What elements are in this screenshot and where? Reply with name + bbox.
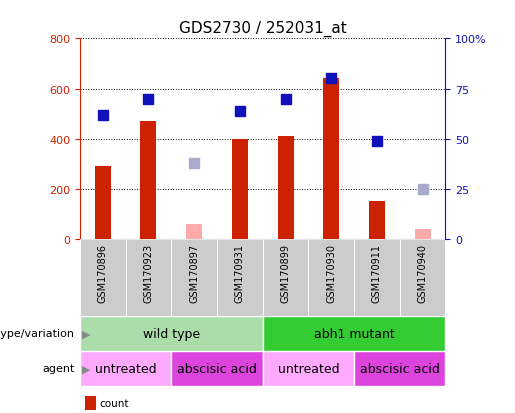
Text: agent: agent: [42, 363, 75, 374]
Text: wild type: wild type: [143, 327, 200, 340]
Bar: [308, 240, 354, 316]
Bar: [400, 240, 445, 316]
Bar: [263, 351, 354, 386]
Text: abscisic acid: abscisic acid: [360, 362, 440, 375]
Title: GDS2730 / 252031_at: GDS2730 / 252031_at: [179, 20, 347, 36]
Bar: [415, 230, 431, 240]
Bar: [369, 202, 385, 240]
Point: [190, 160, 198, 167]
Text: ▶: ▶: [82, 363, 91, 374]
Bar: [263, 316, 445, 351]
Text: untreated: untreated: [95, 362, 157, 375]
Point: [327, 76, 335, 83]
Bar: [95, 167, 111, 240]
Text: GSM170931: GSM170931: [235, 243, 245, 302]
Text: GSM170940: GSM170940: [418, 243, 427, 302]
Point: [373, 138, 381, 145]
Text: count: count: [99, 398, 129, 408]
Text: GSM170930: GSM170930: [326, 243, 336, 302]
Bar: [232, 140, 248, 240]
Text: genotype/variation: genotype/variation: [0, 328, 75, 339]
Bar: [80, 240, 126, 316]
Bar: [263, 240, 308, 316]
Text: abh1 mutant: abh1 mutant: [314, 327, 394, 340]
Text: GSM170899: GSM170899: [281, 243, 290, 302]
Text: GSM170896: GSM170896: [98, 243, 108, 302]
Bar: [171, 351, 263, 386]
Bar: [171, 240, 217, 316]
Text: GSM170911: GSM170911: [372, 243, 382, 302]
Point: [281, 96, 289, 102]
Bar: [126, 240, 171, 316]
Text: GSM170897: GSM170897: [189, 243, 199, 302]
Bar: [217, 240, 263, 316]
Text: untreated: untreated: [278, 362, 339, 375]
Bar: [354, 240, 400, 316]
Bar: [278, 137, 294, 240]
Bar: [323, 79, 339, 240]
Point: [144, 96, 152, 102]
Bar: [186, 225, 202, 240]
Bar: [141, 122, 157, 240]
Text: ▶: ▶: [82, 328, 91, 339]
Point: [236, 108, 244, 115]
Point: [419, 186, 427, 193]
Point: [98, 112, 107, 119]
Text: GSM170923: GSM170923: [143, 243, 153, 302]
Bar: [80, 316, 263, 351]
Bar: [354, 351, 445, 386]
Bar: [80, 351, 171, 386]
Text: abscisic acid: abscisic acid: [177, 362, 257, 375]
